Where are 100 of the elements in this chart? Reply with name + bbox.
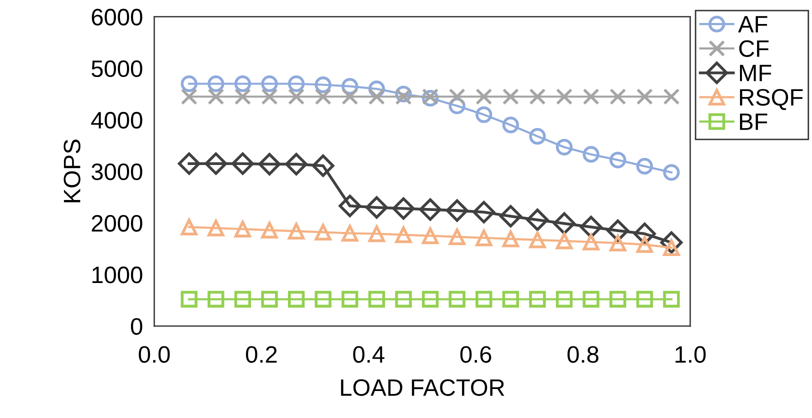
point <box>582 234 600 250</box>
point <box>636 236 653 253</box>
point <box>234 88 252 105</box>
point <box>395 226 412 244</box>
point <box>314 224 332 241</box>
point <box>178 152 200 175</box>
point <box>288 75 305 92</box>
point <box>606 219 630 242</box>
x-tick-label: 0.4 <box>353 346 384 363</box>
point <box>663 164 680 181</box>
y-tick-label: 2000 <box>92 215 142 232</box>
point <box>368 225 386 242</box>
point <box>261 88 278 105</box>
point <box>610 88 626 105</box>
point <box>342 224 358 242</box>
point <box>208 290 224 308</box>
point <box>261 290 278 308</box>
point <box>636 158 653 175</box>
y-axis-title: KOPS <box>64 140 80 202</box>
point <box>502 116 519 134</box>
x-tick-label: 0.6 <box>460 346 492 363</box>
point <box>582 290 600 308</box>
point <box>180 218 198 236</box>
point <box>234 290 252 308</box>
legend-label: RSQF <box>740 88 803 110</box>
point <box>342 290 358 308</box>
point <box>285 152 308 176</box>
point <box>261 222 278 238</box>
point <box>231 152 254 175</box>
point <box>499 205 522 228</box>
point <box>204 152 228 175</box>
point <box>556 138 573 156</box>
point <box>448 228 466 246</box>
point <box>288 290 305 308</box>
point <box>234 75 252 92</box>
point <box>261 75 278 92</box>
legend-label: BF <box>740 114 768 130</box>
point <box>502 290 519 308</box>
point <box>529 232 546 248</box>
point <box>288 88 305 105</box>
point <box>368 88 386 105</box>
x-tick-label: 1.0 <box>676 346 706 363</box>
point <box>234 220 252 238</box>
y-tick-label: 3000 <box>92 163 142 180</box>
point <box>502 88 519 105</box>
y-tick-label: 1000 <box>92 266 142 284</box>
point <box>208 75 224 92</box>
point <box>476 88 492 105</box>
point <box>636 88 653 105</box>
point <box>526 208 549 232</box>
point <box>419 198 442 221</box>
point <box>610 290 626 308</box>
point <box>208 88 224 105</box>
point <box>476 230 492 246</box>
point <box>288 222 305 240</box>
point <box>395 290 412 308</box>
point <box>556 232 573 250</box>
point <box>556 290 573 308</box>
y-tick-label: 5000 <box>92 60 142 78</box>
point <box>502 230 519 248</box>
point <box>610 234 626 252</box>
point <box>180 88 198 105</box>
point <box>180 290 198 308</box>
x-tick-label: 0.8 <box>568 346 598 363</box>
point <box>180 75 198 92</box>
point <box>553 212 576 235</box>
point <box>448 88 466 105</box>
y-tick-label: 6000 <box>92 8 142 26</box>
point <box>392 197 415 220</box>
point <box>314 290 332 308</box>
x-tick-label: 0.0 <box>138 346 170 363</box>
point <box>476 290 492 308</box>
point <box>368 290 386 308</box>
point <box>636 290 653 308</box>
point <box>314 76 332 94</box>
point <box>314 88 332 105</box>
point <box>342 88 358 105</box>
point <box>208 220 224 236</box>
y-tick-label: 4000 <box>91 112 142 129</box>
point <box>610 152 626 168</box>
x-axis-title: LOAD FACTOR <box>341 379 504 396</box>
point <box>582 146 600 163</box>
y-tick-label: 0 <box>130 318 142 335</box>
legend-label: CF <box>739 40 769 57</box>
point <box>258 152 281 176</box>
point <box>582 88 600 105</box>
point <box>422 227 439 244</box>
legend-label: MF <box>740 64 772 82</box>
point <box>448 290 466 308</box>
point <box>446 199 468 222</box>
point <box>476 106 492 124</box>
point <box>472 200 496 224</box>
point <box>580 216 602 238</box>
point <box>338 194 362 218</box>
point <box>312 154 334 177</box>
point <box>663 290 680 308</box>
point <box>529 290 546 308</box>
point <box>422 290 439 308</box>
point <box>529 128 546 145</box>
legend-label: AF <box>738 16 768 32</box>
